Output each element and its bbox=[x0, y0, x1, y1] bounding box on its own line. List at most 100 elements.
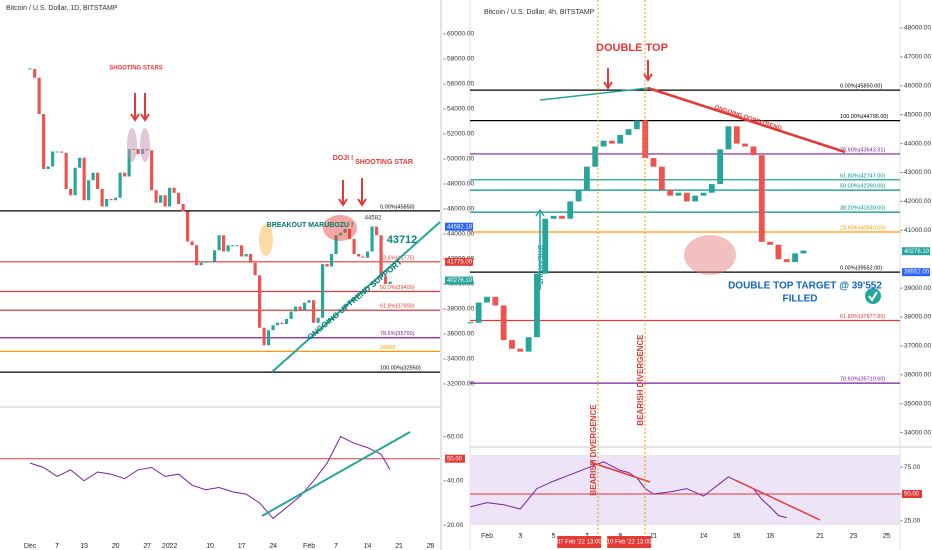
level-label: 0.00%(39552.00) bbox=[840, 266, 882, 272]
level-label: 61.80%(42747.00) bbox=[840, 173, 885, 179]
candle bbox=[276, 322, 280, 326]
w-pattern-highlight bbox=[684, 235, 736, 275]
candle bbox=[271, 325, 275, 331]
candle bbox=[592, 146, 599, 167]
candle bbox=[338, 232, 343, 236]
x-tick-label: 25 bbox=[883, 533, 891, 540]
candle bbox=[186, 211, 190, 242]
candle bbox=[177, 192, 181, 204]
x-tick-label: 20 bbox=[112, 543, 120, 550]
rsi-band bbox=[470, 455, 900, 525]
candle bbox=[356, 254, 361, 257]
candle bbox=[91, 172, 95, 181]
candle bbox=[298, 306, 302, 311]
x-tick-label: 10 bbox=[206, 543, 214, 550]
doji-highlight bbox=[323, 215, 357, 241]
annotation: 44582 bbox=[365, 216, 382, 222]
double-top-line bbox=[539, 87, 649, 101]
y-tick-label: 75.00 bbox=[904, 464, 921, 471]
candle bbox=[303, 302, 307, 311]
candle bbox=[692, 195, 699, 202]
y-tick-label: 52000.00 bbox=[447, 131, 474, 138]
candle bbox=[258, 275, 262, 328]
y-tick-label: 25.00 bbox=[904, 518, 921, 525]
candle bbox=[222, 235, 226, 252]
price-tag bbox=[902, 268, 930, 277]
candle bbox=[600, 140, 607, 147]
candle bbox=[42, 114, 46, 169]
y-tick-label: 58000.00 bbox=[447, 56, 474, 63]
y-tick-label: 43000.00 bbox=[904, 169, 931, 176]
y-tick-label: 39000.00 bbox=[904, 285, 931, 292]
shooting-star-highlight bbox=[140, 128, 150, 162]
candle bbox=[64, 152, 68, 189]
candle bbox=[633, 120, 640, 130]
candle bbox=[767, 241, 774, 245]
candle bbox=[109, 199, 113, 201]
annotation: SHOOTING STAR bbox=[355, 159, 413, 166]
candle bbox=[352, 239, 356, 254]
candle bbox=[127, 149, 131, 177]
reference-label: 50.00 bbox=[447, 456, 463, 462]
candle bbox=[717, 149, 724, 185]
candle bbox=[650, 158, 657, 167]
candle bbox=[370, 226, 374, 252]
candle bbox=[492, 296, 499, 306]
candle bbox=[253, 262, 257, 276]
candle bbox=[475, 302, 482, 323]
candle bbox=[114, 197, 118, 201]
candle bbox=[78, 157, 82, 168]
candle bbox=[87, 180, 91, 201]
y-tick-label: 54000.00 bbox=[447, 106, 474, 113]
arrow bbox=[603, 60, 653, 90]
candle bbox=[249, 254, 253, 263]
x-tick-label: 13 bbox=[80, 543, 88, 550]
candle bbox=[683, 192, 690, 202]
level-label: 100.00%(32950) bbox=[380, 366, 421, 372]
reference-label: 50.00 bbox=[904, 492, 920, 498]
x-tick-label: 2022 bbox=[162, 543, 178, 550]
candle bbox=[500, 305, 507, 341]
y-tick-label: 42000.00 bbox=[904, 198, 931, 205]
check-mark bbox=[868, 291, 878, 302]
price-tag-label: 40276.10 bbox=[904, 249, 930, 255]
level-label: 61.8%(37900) bbox=[380, 304, 415, 310]
x-tick-label: 7 bbox=[334, 543, 338, 550]
candle bbox=[231, 245, 235, 247]
candle bbox=[235, 245, 239, 247]
chart-title: Bitcoin / U.S. Dollar, 4h, BITSTAMP bbox=[484, 9, 595, 16]
candle bbox=[289, 311, 293, 319]
candle bbox=[307, 300, 311, 303]
level-label: 50.0%(39400) bbox=[380, 285, 415, 291]
y-tick-label: 36000.00 bbox=[447, 331, 474, 338]
y-tick-label: 41000.00 bbox=[904, 227, 931, 234]
candle bbox=[100, 189, 104, 207]
price-tag-label: 41775.00 bbox=[447, 259, 473, 265]
candle bbox=[330, 254, 334, 267]
y-tick-label: 38000.00 bbox=[904, 314, 931, 321]
reference-tag bbox=[445, 454, 465, 463]
candle bbox=[46, 166, 50, 169]
level-label: 23.60%(40940.00) bbox=[840, 225, 885, 231]
candle bbox=[567, 201, 574, 219]
candle bbox=[267, 330, 271, 346]
x-tick-label: 16 bbox=[733, 533, 741, 540]
candle bbox=[82, 157, 86, 201]
candle bbox=[517, 348, 524, 352]
candle bbox=[642, 120, 649, 159]
y-tick-label: 48000.00 bbox=[447, 181, 474, 188]
candle bbox=[33, 69, 37, 78]
candle bbox=[226, 245, 230, 252]
arrow bbox=[535, 208, 545, 290]
candle bbox=[312, 300, 316, 323]
candle bbox=[525, 337, 532, 352]
candle bbox=[700, 192, 707, 196]
candle bbox=[334, 235, 338, 254]
candle bbox=[383, 276, 388, 284]
y-tick-label: 32000.00 bbox=[447, 381, 474, 388]
candle bbox=[325, 264, 329, 267]
y-tick-label: 56000.00 bbox=[447, 81, 474, 88]
candle bbox=[758, 155, 765, 242]
candle bbox=[347, 229, 352, 239]
